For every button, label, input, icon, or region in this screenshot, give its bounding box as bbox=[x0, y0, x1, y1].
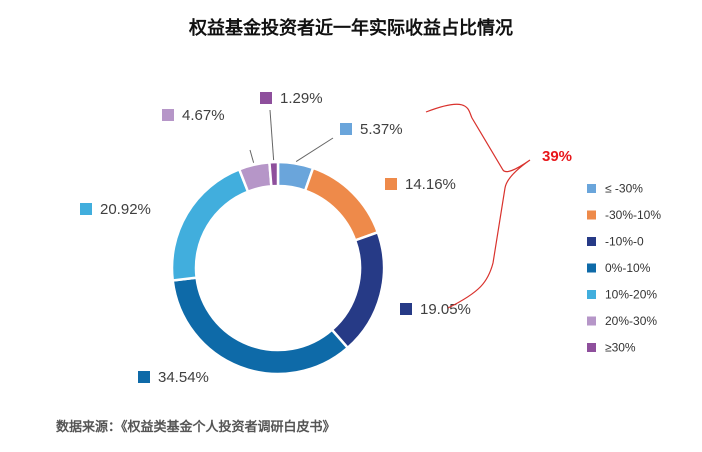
leader-line bbox=[249, 149, 255, 163]
legend-label-0pct-10pct: 0%-10% bbox=[605, 261, 651, 275]
value-label-30pct-10pct: 14.16% bbox=[405, 176, 456, 193]
value-label-20pct-30pct: 4.67% bbox=[182, 107, 225, 124]
donut-slices bbox=[170, 160, 386, 376]
legend-label-10pct-20pct: 10%-20% bbox=[605, 288, 657, 302]
legend-label-ge30pct: ≥30% bbox=[605, 341, 636, 355]
slice-30pct-10pct bbox=[303, 166, 380, 242]
value-label-le-30pct: 5.37% bbox=[360, 121, 403, 138]
legend-label-le-30pct: ≤ -30% bbox=[605, 182, 643, 196]
bracket-annotation: 39% bbox=[425, 103, 572, 309]
leader-line bbox=[295, 137, 334, 162]
leader-line bbox=[269, 109, 275, 161]
legend-swatch bbox=[587, 263, 596, 273]
bracket-line bbox=[425, 103, 531, 309]
legend-label-10pct-0: -10%-0 bbox=[605, 235, 644, 249]
slice-10pct-20pct bbox=[170, 167, 250, 282]
value-label-0pct-10pct: 34.54% bbox=[158, 369, 209, 386]
value-label-marker bbox=[260, 92, 272, 104]
value-label-marker bbox=[162, 109, 174, 121]
slice-0pct-10pct bbox=[171, 276, 350, 376]
legend-swatch bbox=[587, 184, 596, 193]
leader-lines bbox=[249, 109, 334, 163]
value-label-marker bbox=[385, 178, 397, 190]
legend-swatch bbox=[587, 210, 596, 220]
legend-label-20pct-30pct: 20%-30% bbox=[605, 314, 657, 328]
slice-ge30pct bbox=[268, 160, 280, 188]
value-label-marker bbox=[400, 303, 412, 315]
legend-swatch bbox=[587, 316, 596, 326]
slice-value-labels: 5.37% 14.16% 19.05% 34.54% 20.92% 4.67% 1.29% bbox=[80, 90, 471, 386]
value-label-marker bbox=[138, 371, 150, 383]
value-label-marker bbox=[80, 203, 92, 215]
legend-label-30pct-10pct: -30%-10% bbox=[605, 208, 661, 222]
slice-10pct-0 bbox=[330, 230, 386, 350]
value-label-10pct-20pct: 20.92% bbox=[100, 201, 151, 218]
legend: ≤ -30% -30%-10% -10%-0 0%-10% 10%-20% 20%-30%… bbox=[587, 182, 661, 355]
source-note: 数据来源：《权益类基金个人投资者调研白皮书》 bbox=[56, 420, 336, 435]
legend-swatch bbox=[587, 290, 596, 299]
value-label-marker bbox=[340, 123, 352, 135]
bracket-label: 39% bbox=[542, 148, 572, 165]
value-label-ge30pct: 1.29% bbox=[280, 90, 323, 107]
legend-swatch bbox=[587, 343, 596, 352]
value-label-10pct-0: 19.05% bbox=[420, 301, 471, 318]
legend-swatch bbox=[587, 237, 596, 246]
chart-title: 权益基金投资者近一年实际收益占比情况 bbox=[189, 18, 513, 39]
